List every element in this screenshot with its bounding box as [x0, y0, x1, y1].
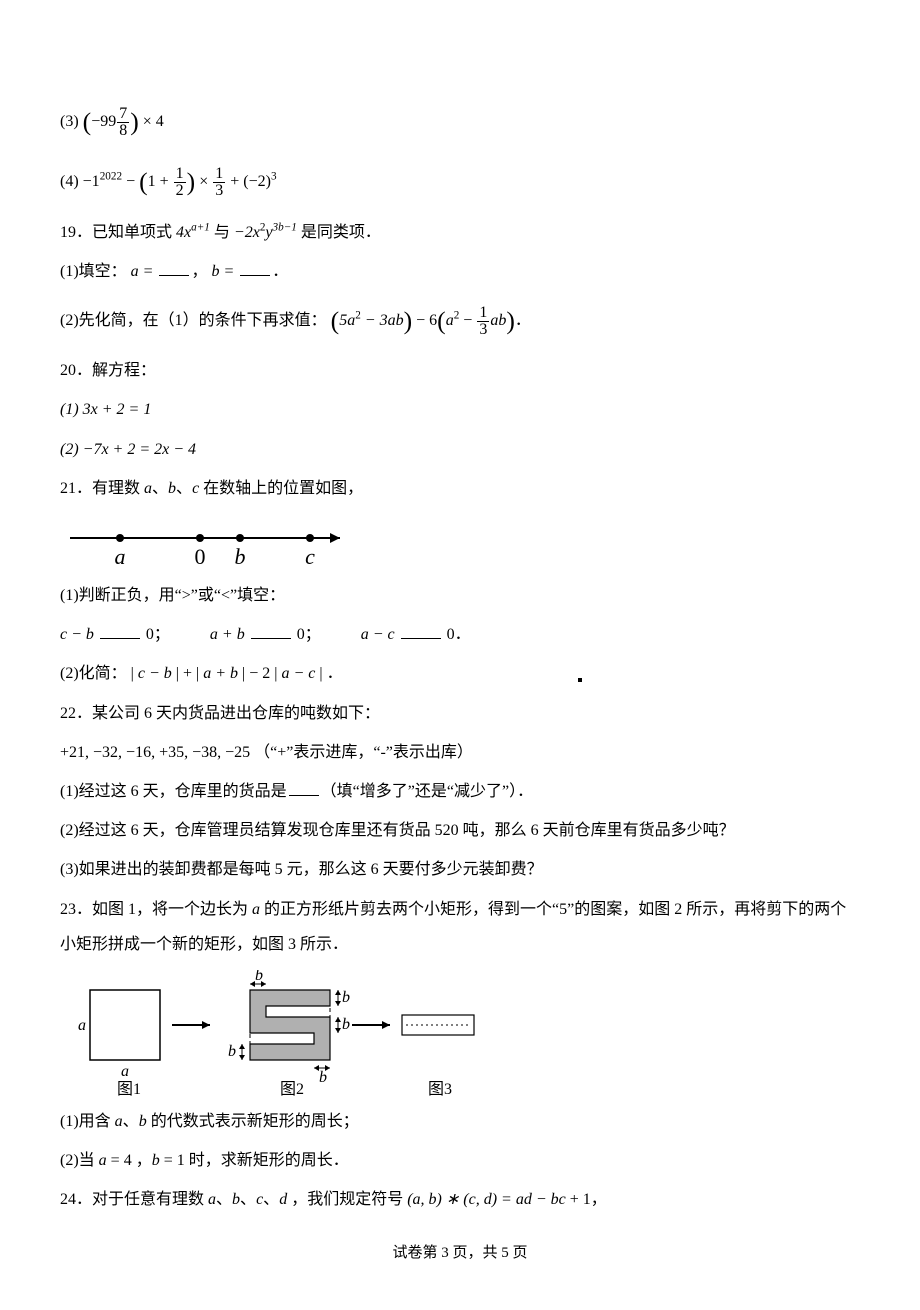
- svg-text:b: b: [255, 970, 263, 984]
- q21-item-tail: 0；: [146, 626, 170, 643]
- q18-part4: (4) −12022 − (1 + 12) × 13 + (−2)3: [60, 154, 860, 210]
- svg-text:a: a: [78, 1017, 86, 1034]
- q21-part1-label: (1)判断正负，用“>”或“<”填空：: [60, 578, 860, 613]
- blank-a[interactable]: [159, 259, 189, 276]
- q21-item: a + b 0；: [210, 626, 321, 643]
- q19-stem: 19．已知单项式 4xa+1 与 −2x2y3b−1 是同类项．: [60, 215, 860, 250]
- blank-q21-2[interactable]: [401, 622, 441, 639]
- q18-4-label: (4): [60, 173, 79, 190]
- q22-part1: (1)经过这 6 天，仓库里的货品是（填“增多了”还是“减少了”）．: [60, 774, 860, 809]
- page-footer: 试卷第 3 页，共 5 页: [60, 1237, 860, 1270]
- q20-number: 20．: [60, 362, 92, 379]
- q22-part2: (2)经过这 6 天，仓库管理员结算发现仓库里还有货品 520 吨，那么 6 天…: [60, 813, 860, 848]
- q23-part1: (1)用含 a、b 的代数式表示新矩形的周长；: [60, 1104, 860, 1139]
- q20-part1: (1) 3x + 2 = 1: [60, 392, 860, 427]
- svg-text:图1: 图1: [117, 1081, 141, 1098]
- blank-q21-1[interactable]: [251, 622, 291, 639]
- q21-number-line: a 0 b c: [60, 514, 860, 574]
- blank-q21-0[interactable]: [100, 622, 140, 639]
- q22-number: 22．: [60, 705, 92, 722]
- blank-q22[interactable]: [289, 779, 319, 796]
- q24-number: 24．: [60, 1191, 92, 1208]
- svg-text:b: b: [319, 1069, 327, 1086]
- q21-number: 21．: [60, 480, 92, 497]
- q22-stem: 22．某公司 6 天内货品进出仓库的吨数如下：: [60, 696, 860, 731]
- q23-number: 23．: [60, 901, 92, 918]
- svg-text:a: a: [121, 1063, 129, 1080]
- q19-number: 19．: [60, 224, 92, 241]
- q23-part2: (2)当 a = 4 ，b = 1 时，求新矩形的周长．: [60, 1143, 860, 1178]
- q21-item-tail: 0；: [297, 626, 321, 643]
- q20-part2: (2) −7x + 2 = 2x − 4: [60, 432, 860, 467]
- svg-text:b: b: [228, 1043, 236, 1060]
- q22-part3: (3)如果进出的装卸费都是每吨 5 元，那么这 6 天要付多少元装卸费？: [60, 852, 860, 887]
- q18-part3: (3) (−9978) × 4: [60, 94, 860, 150]
- svg-text:c: c: [305, 544, 315, 569]
- svg-text:b: b: [235, 544, 246, 569]
- q21-item: a − c 0．: [361, 626, 471, 643]
- q24-stem: 24．对于任意有理数 a、b、c、d ，我们规定符号 (a, b) ∗ (c, …: [60, 1182, 860, 1217]
- q21-item-lhs: c − b: [60, 626, 94, 643]
- svg-text:图2: 图2: [280, 1081, 304, 1098]
- q21-item-tail: 0．: [447, 626, 471, 643]
- q20-stem: 20．解方程：: [60, 353, 860, 388]
- q18-3-label: (3): [60, 113, 79, 130]
- svg-text:图3: 图3: [428, 1081, 452, 1098]
- svg-text:a: a: [115, 544, 126, 569]
- svg-text:b: b: [342, 1016, 350, 1033]
- q21-stem: 21．有理数 a、b、c 在数轴上的位置如图，: [60, 471, 860, 506]
- svg-text:b: b: [342, 989, 350, 1006]
- q21-item: c − b 0；: [60, 626, 170, 643]
- q19-part2: (2)先化简，在（1）的条件下再求值： (5a2 − 3ab) − 6(a2 −…: [60, 293, 860, 349]
- q22-data: +21, −32, −16, +35, −38, −25 （“+”表示进库，“-…: [60, 735, 860, 770]
- q21-part2: (2)化简： | c − b | + | a + b | − 2 | a − c…: [60, 656, 860, 691]
- q23-stem: 23．如图 1，将一个边长为 a 的正方形纸片剪去两个小矩形，得到一个“5”的图…: [60, 892, 860, 962]
- blank-b[interactable]: [240, 259, 270, 276]
- q21-item-lhs: a − c: [361, 626, 395, 643]
- svg-text:0: 0: [195, 544, 206, 569]
- q21-item-lhs: a + b: [210, 626, 245, 643]
- q19-part1: (1)填空： a = ， b = ．: [60, 254, 860, 289]
- q21-part1-items: c − b 0；a + b 0；a − c 0．: [60, 617, 860, 652]
- q23-figures: aa图1bbbbb图2图3: [60, 970, 860, 1100]
